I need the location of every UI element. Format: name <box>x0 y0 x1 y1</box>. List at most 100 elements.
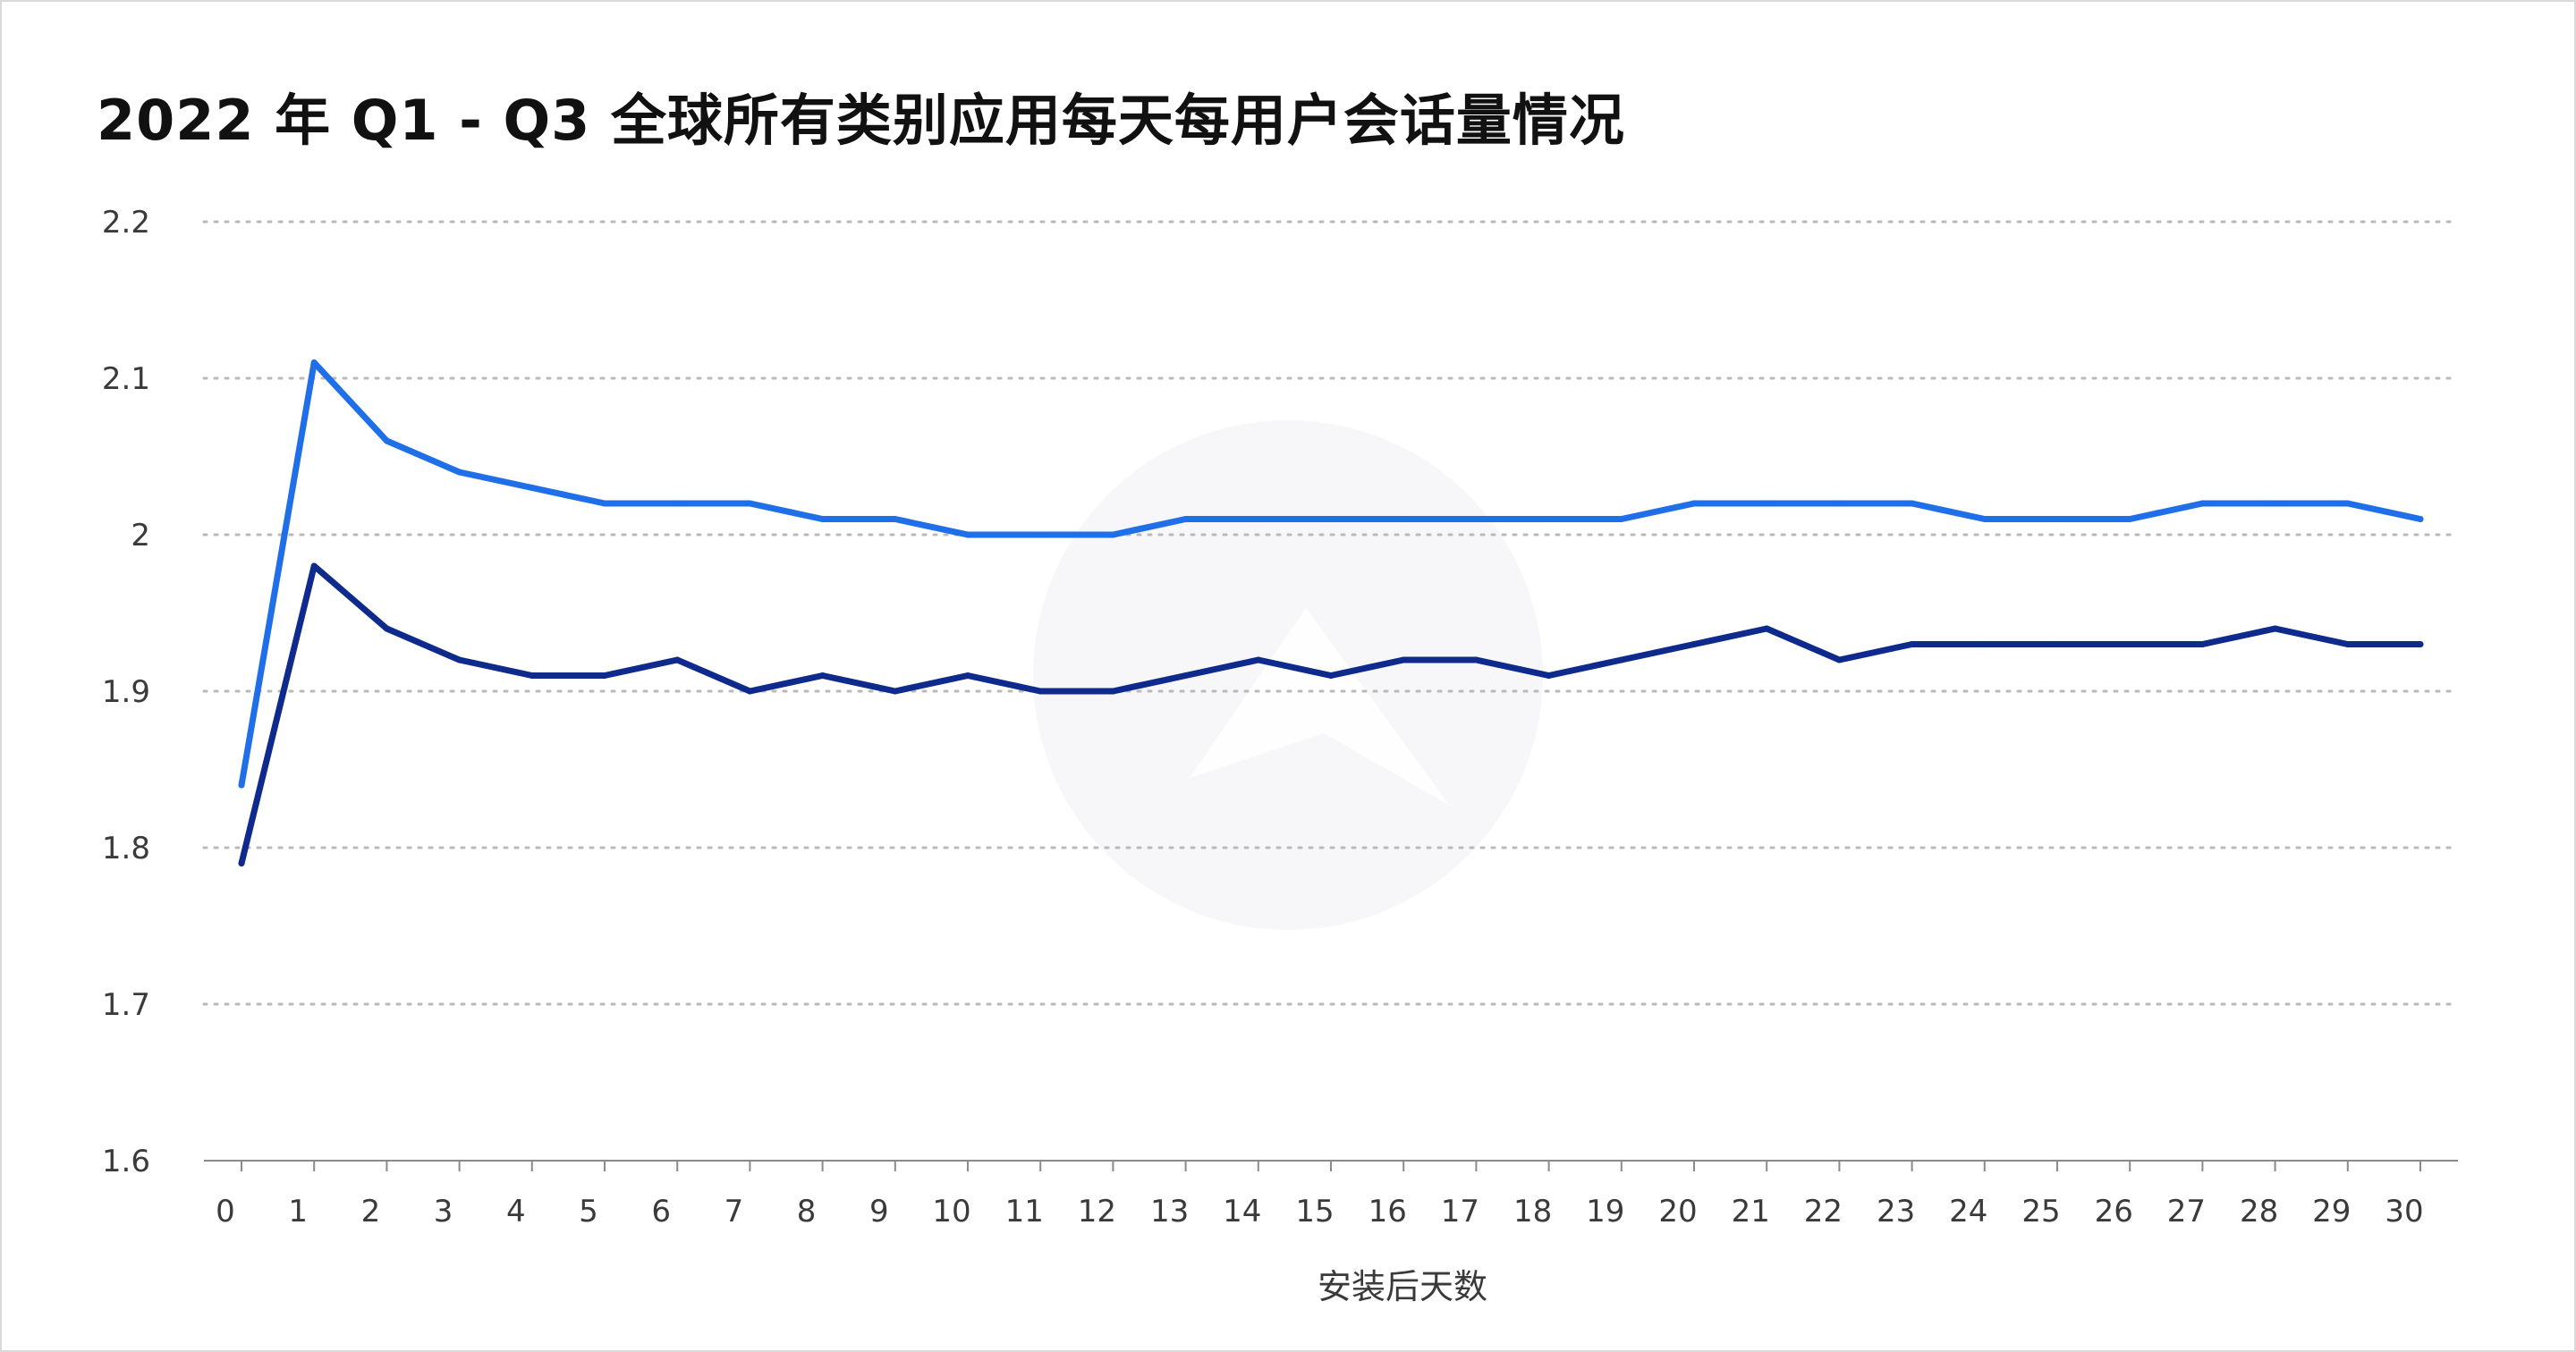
x-tick-label-11: 11 <box>1005 1194 1044 1229</box>
series-0-point-12 <box>1109 531 1116 538</box>
series-1-point-15 <box>1327 672 1335 679</box>
series-1-point-4 <box>529 672 536 679</box>
series-1-point-30 <box>2417 641 2424 647</box>
series-0-point-26 <box>2126 516 2133 522</box>
series-0-point-7 <box>746 500 753 507</box>
series-1-point-2 <box>383 625 390 632</box>
x-tick-label-18: 18 <box>1513 1194 1552 1229</box>
series-0-point-29 <box>2344 500 2351 507</box>
y-tick-label-2: 1.8 <box>102 831 150 866</box>
series-1-point-25 <box>2054 641 2061 647</box>
x-tick-label-22: 22 <box>1804 1194 1843 1229</box>
series-0-point-21 <box>1763 500 1770 507</box>
x-tick-label-14: 14 <box>1223 1194 1261 1229</box>
series-1-point-8 <box>819 672 826 679</box>
series-1-point-5 <box>601 672 608 679</box>
y-tick-label-1: 1.7 <box>102 987 150 1023</box>
series-1-point-3 <box>456 656 463 663</box>
x-tick-label-24: 24 <box>1949 1194 1987 1229</box>
y-tick-label-4: 2 <box>131 518 150 553</box>
series-1-point-28 <box>2272 625 2279 632</box>
series-1-point-7 <box>746 688 753 695</box>
y-tick-label-5: 2.1 <box>102 361 150 397</box>
y-tick-label-6: 2.2 <box>102 205 150 241</box>
x-tick-label-28: 28 <box>2240 1194 2278 1229</box>
x-tick-label-9: 9 <box>869 1194 889 1229</box>
y-tick-label-3: 1.9 <box>102 674 150 710</box>
series-1-point-6 <box>674 656 681 663</box>
series-0-point-18 <box>1546 516 1553 522</box>
series-0-point-4 <box>529 485 536 491</box>
series-1-point-18 <box>1546 672 1553 679</box>
x-tick-label-7: 7 <box>724 1194 744 1229</box>
series-1-point-23 <box>1909 641 1916 647</box>
x-tick-label-23: 23 <box>1877 1194 1915 1229</box>
series-1-point-11 <box>1037 688 1044 695</box>
series-1-point-22 <box>1835 656 1843 663</box>
series-1-point-16 <box>1400 656 1407 663</box>
x-tick-label-0: 0 <box>216 1194 235 1229</box>
series-1-point-9 <box>892 688 899 695</box>
series-0-point-3 <box>456 469 463 476</box>
x-tick-label-19: 19 <box>1586 1194 1624 1229</box>
x-tick-label-8: 8 <box>797 1194 817 1229</box>
series-1-point-13 <box>1182 672 1190 679</box>
series-0-point-19 <box>1618 516 1625 522</box>
series-1-point-29 <box>2344 641 2351 647</box>
x-tick-label-17: 17 <box>1441 1194 1479 1229</box>
x-tick-label-27: 27 <box>2167 1194 2206 1229</box>
x-axis-title: 安装后天数 <box>1318 1267 1487 1306</box>
series-1-point-14 <box>1255 656 1262 663</box>
x-tick-label-13: 13 <box>1150 1194 1189 1229</box>
series-1-point-27 <box>2199 641 2206 647</box>
series-0-point-22 <box>1835 500 1843 507</box>
series-0-point-15 <box>1327 516 1335 522</box>
x-tick-label-15: 15 <box>1295 1194 1334 1229</box>
series-0-point-24 <box>1981 516 1988 522</box>
series-0-point-8 <box>819 516 826 522</box>
series-0-point-30 <box>2417 516 2424 522</box>
y-tick-label-0: 1.6 <box>102 1144 150 1179</box>
x-tick-label-12: 12 <box>1078 1194 1116 1229</box>
x-tick-label-2: 2 <box>361 1194 381 1229</box>
series-0-point-5 <box>601 500 608 507</box>
x-tick-label-4: 4 <box>506 1194 526 1229</box>
x-tick-label-26: 26 <box>2095 1194 2133 1229</box>
x-tick-label-6: 6 <box>651 1194 671 1229</box>
series-0-point-10 <box>964 531 971 538</box>
series-0-point-20 <box>1690 500 1698 507</box>
x-tick-label-16: 16 <box>1368 1194 1407 1229</box>
series-1-point-24 <box>1981 641 1988 647</box>
series-0-point-27 <box>2199 500 2206 507</box>
x-tick-label-30: 30 <box>2385 1194 2423 1229</box>
x-tick-label-20: 20 <box>1658 1194 1697 1229</box>
series-0-point-1 <box>310 359 318 366</box>
series-1-point-12 <box>1109 688 1116 695</box>
series-0-point-11 <box>1037 531 1044 538</box>
x-tick-label-5: 5 <box>579 1194 598 1229</box>
series-1-point-20 <box>1690 641 1698 647</box>
series-1-point-21 <box>1763 625 1770 632</box>
chart-title: 2022 年 Q1 - Q3 全球所有类别应用每天每用户会话量情况 <box>97 88 1625 153</box>
series-1-point-0 <box>238 860 245 866</box>
series-0-point-28 <box>2272 500 2279 507</box>
series-1-point-10 <box>964 672 971 679</box>
series-0-point-6 <box>674 500 681 507</box>
x-tick-label-21: 21 <box>1732 1194 1770 1229</box>
x-tick-label-29: 29 <box>2312 1194 2351 1229</box>
series-1-point-19 <box>1618 656 1625 663</box>
series-1-point-17 <box>1472 656 1479 663</box>
x-tick-label-1: 1 <box>288 1194 308 1229</box>
series-0-point-16 <box>1400 516 1407 522</box>
series-0-point-23 <box>1909 500 1916 507</box>
x-tick-label-10: 10 <box>932 1194 970 1229</box>
series-0-point-17 <box>1472 516 1479 522</box>
series-1-point-1 <box>310 562 318 570</box>
series-0-point-0 <box>238 782 245 789</box>
series-0-point-13 <box>1182 516 1190 522</box>
watermark-logo-icon <box>1033 420 1543 930</box>
x-tick-label-3: 3 <box>434 1194 453 1229</box>
series-0-point-14 <box>1255 516 1262 522</box>
series-1-point-26 <box>2126 641 2133 647</box>
